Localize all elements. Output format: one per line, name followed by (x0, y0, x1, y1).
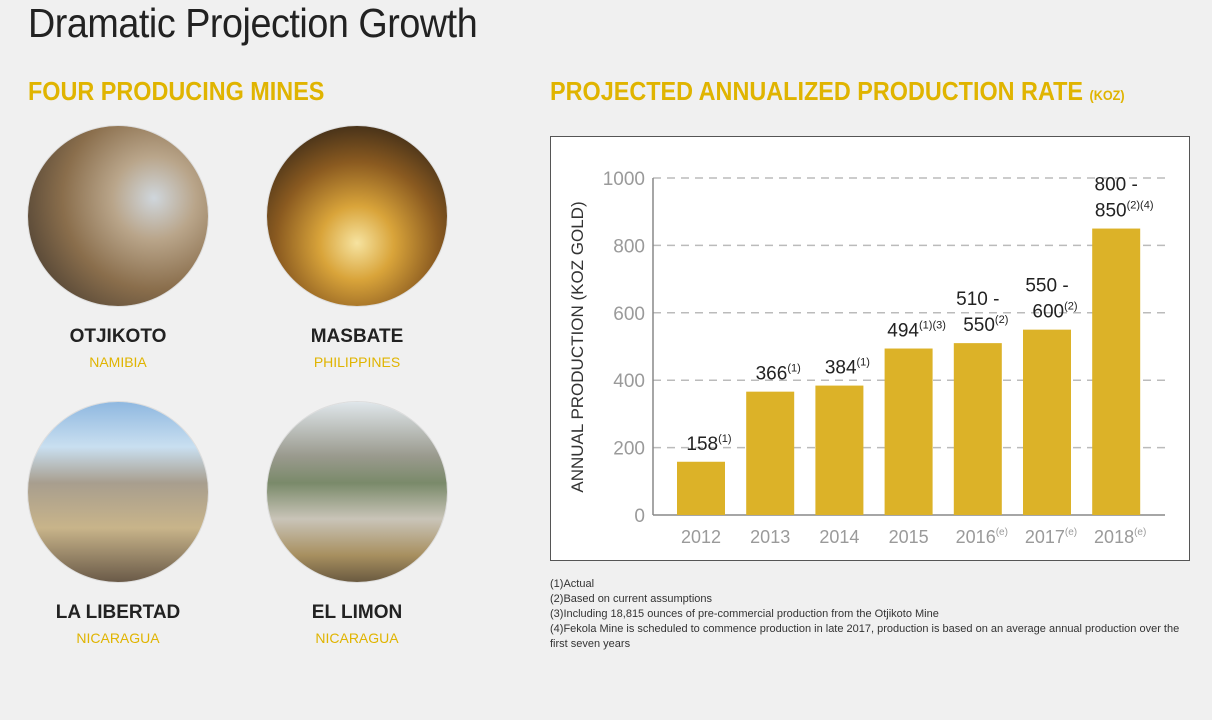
data-label: 366(1) (756, 363, 801, 385)
chart-heading-unit: (KOZ) (1089, 87, 1125, 103)
bar (1092, 228, 1141, 516)
footnote: (1)Actual (550, 578, 595, 590)
mine-photo (267, 402, 447, 582)
footnotes: (1)Actual (2)Based on current assumption… (550, 577, 1190, 652)
mine-country: NAMIBIA (89, 354, 147, 370)
mine-card-el-limon: EL LIMON NICARAGUA (267, 402, 447, 646)
mines-heading: FOUR PRODUCING MINES (28, 76, 325, 106)
bar (815, 385, 864, 515)
mine-card-otjikoto: OTJIKOTO NAMIBIA (28, 126, 208, 370)
mine-name: EL LIMON (311, 602, 403, 623)
y-tick-label: 800 (613, 236, 645, 257)
mine-card-masbate: MASBATE PHILIPPINES (267, 126, 447, 370)
mine-photo (28, 402, 208, 582)
mine-country: PHILIPPINES (313, 354, 401, 370)
bar (746, 391, 795, 515)
mine-country: NICARAGUA (315, 630, 399, 646)
x-tick-label: 2016(e) (956, 527, 1008, 547)
page-title: Dramatic Projection Growth (28, 0, 478, 46)
mine-card-la-libertad: LA LIBERTAD NICARAGUA (28, 402, 208, 646)
data-label: 850(2)(4) (1095, 200, 1154, 222)
x-tick-label: 2017(e) (1025, 527, 1077, 547)
footnote: (4)Fekola Mine is scheduled to commence … (550, 623, 1180, 650)
footnote: (2)Based on current assumptions (550, 593, 713, 605)
mine-photo (28, 126, 208, 306)
mine-name: MASBATE (310, 326, 404, 347)
y-tick-label: 400 (613, 371, 645, 392)
y-tick-label: 1000 (603, 169, 645, 190)
bar (953, 343, 1002, 515)
data-label: 384(1) (825, 357, 870, 379)
data-label: 550 - (1025, 276, 1068, 297)
mine-photo (267, 126, 447, 306)
mine-name: OTJIKOTO (69, 326, 167, 347)
bar (884, 348, 933, 515)
data-label: 510 - (956, 289, 999, 310)
x-tick-label: 2015 (889, 527, 929, 547)
production-chart: 0 200 400 600 800 1000 ANNUAL PRODUCTION (KOZ … (550, 136, 1190, 561)
y-tick-label: 0 (634, 506, 645, 527)
chart-heading: PROJECTED ANNUALIZED PRODUCTION RATE (KO… (550, 76, 1125, 107)
data-label: 800 - (1095, 175, 1138, 196)
y-axis-label: ANNUAL PRODUCTION (KOZ GOLD) (568, 201, 587, 492)
bar-chart-svg: 0 200 400 600 800 1000 ANNUAL PRODUCTION (KOZ … (568, 169, 1165, 547)
y-tick-label: 200 (613, 439, 645, 460)
mine-name: LA LIBERTAD (55, 602, 181, 623)
x-tick-label: 2013 (750, 527, 790, 547)
footnote: (3)Including 18,815 ounces of pre-commer… (550, 608, 939, 620)
bar (677, 461, 725, 515)
data-label: 158(1) (686, 433, 731, 455)
mine-country: NICARAGUA (76, 630, 160, 646)
bar (1023, 329, 1071, 515)
x-tick-label: 2012 (681, 527, 721, 547)
x-tick-label: 2014 (819, 527, 859, 547)
chart-heading-text: PROJECTED ANNUALIZED PRODUCTION RATE (550, 76, 1084, 106)
x-tick-label: 2018(e) (1094, 527, 1146, 547)
data-label: 494(1)(3) (887, 320, 946, 342)
y-tick-label: 600 (613, 304, 645, 325)
data-label: 600(2) (1032, 301, 1077, 323)
data-label: 550(2) (963, 314, 1008, 336)
